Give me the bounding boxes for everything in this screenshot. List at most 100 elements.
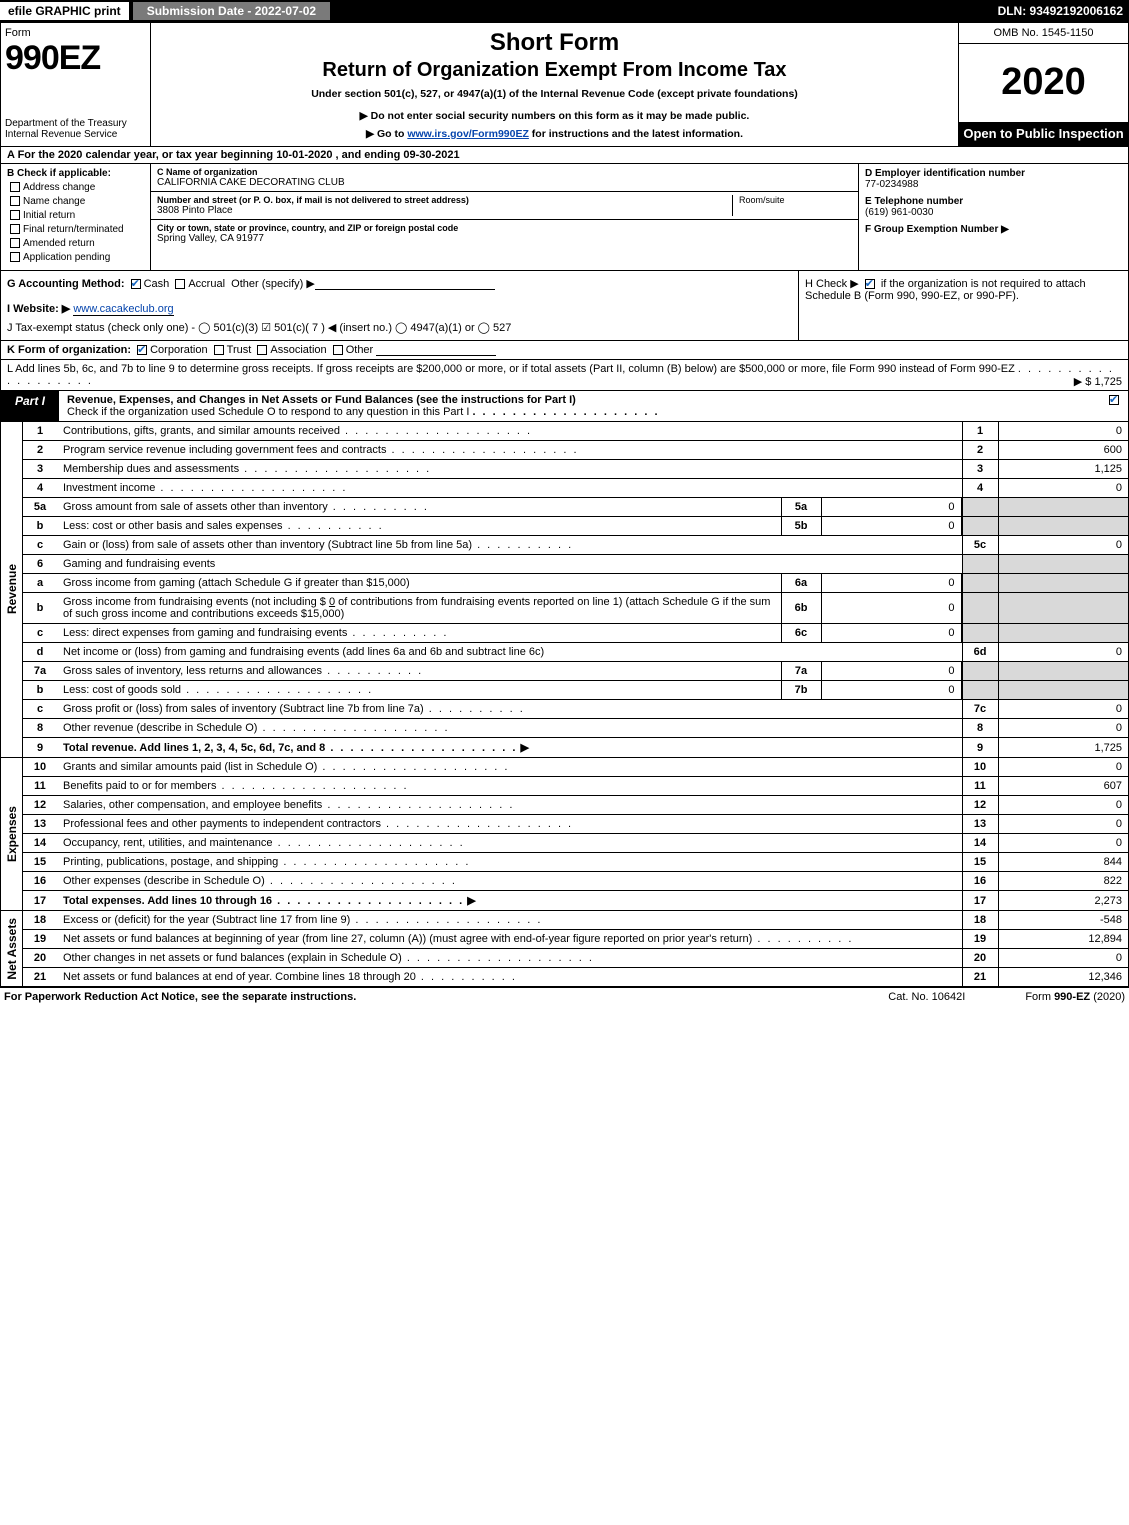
return-title: Return of Organization Exempt From Incom…	[161, 59, 948, 82]
dots-icon	[265, 875, 457, 887]
revenue-label: Revenue	[5, 564, 19, 614]
box-b: B Check if applicable: Address change Na…	[1, 164, 151, 270]
form-label: Form	[5, 27, 146, 39]
irs-label: Internal Revenue Service	[5, 129, 146, 140]
form-number: 990EZ	[5, 39, 146, 78]
line-desc: Contributions, gifts, grants, and simila…	[63, 425, 340, 437]
checkbox-icon[interactable]	[10, 210, 20, 220]
ein-label: D Employer identification number	[865, 168, 1122, 179]
part-i-endcheck	[1100, 391, 1128, 421]
table-row: 2Program service revenue including gover…	[23, 441, 1128, 460]
line-desc: Gross profit or (loss) from sales of inv…	[63, 703, 424, 715]
g-cash: Cash	[144, 278, 170, 290]
table-row: 17Total expenses. Add lines 10 through 1…	[23, 891, 1128, 911]
checkbox-icon[interactable]	[10, 224, 20, 234]
box-b-heading: B Check if applicable:	[7, 168, 144, 179]
goto-instructions: ▶ Go to www.irs.gov/Form990EZ for instru…	[161, 128, 948, 140]
line-desc: Investment income	[63, 482, 155, 494]
checkbox-icon[interactable]	[10, 196, 20, 206]
footer-right-post: (2020)	[1090, 991, 1125, 1003]
table-row: 6Gaming and fundraising events	[23, 555, 1128, 574]
revenue-vertical-label: Revenue	[1, 422, 23, 757]
row-k: K Form of organization: Corporation Trus…	[0, 341, 1129, 360]
dots-icon	[752, 933, 853, 945]
line-desc: Benefits paid to or for members	[63, 780, 216, 792]
header-right: OMB No. 1545-1150 2020 Open to Public In…	[958, 23, 1128, 146]
org-city-label: City or town, state or province, country…	[157, 223, 852, 233]
k-corporation: Corporation	[150, 344, 207, 356]
checkbox-icon[interactable]	[333, 345, 343, 355]
table-row: 13Professional fees and other payments t…	[23, 815, 1128, 834]
table-row: 15Printing, publications, postage, and s…	[23, 853, 1128, 872]
g-other-input[interactable]	[315, 278, 495, 290]
dots-icon	[350, 914, 542, 926]
table-row: b Gross income from fundraising events (…	[23, 593, 1128, 624]
row-g: G Accounting Method: Cash Accrual Other …	[1, 271, 798, 340]
chk-label: Address change	[23, 182, 95, 193]
table-row: 11Benefits paid to or for members11607	[23, 777, 1128, 796]
checkbox-icon[interactable]	[257, 345, 267, 355]
table-row: b Less: cost or other basis and sales ex…	[23, 517, 1128, 536]
dots-icon	[340, 425, 532, 437]
org-name-cell: C Name of organization CALIFORNIA CAKE D…	[151, 164, 858, 192]
expenses-vertical-label: Expenses	[1, 758, 23, 910]
table-row: 7a Gross sales of inventory, less return…	[23, 662, 1128, 681]
note2-pre: ▶ Go to	[366, 128, 407, 140]
dots-icon	[325, 742, 517, 754]
k-other-input[interactable]	[376, 344, 496, 356]
dots-icon	[322, 799, 514, 811]
checkbox-icon[interactable]	[175, 279, 185, 289]
boxes-def: D Employer identification number 77-0234…	[858, 164, 1128, 270]
netassets-label: Net Assets	[5, 918, 19, 980]
header-grid: Form 990EZ Department of the Treasury In…	[0, 22, 1129, 147]
line-desc: Less: cost or other basis and sales expe…	[63, 520, 283, 532]
row-h: H Check ▶ if the organization is not req…	[798, 271, 1128, 340]
chk-amended-return: Amended return	[7, 238, 144, 249]
tax-year: 2020	[959, 44, 1128, 122]
box-e: E Telephone number (619) 961-0030	[865, 196, 1122, 218]
checkbox-icon[interactable]	[214, 345, 224, 355]
checkbox-icon[interactable]	[1109, 395, 1119, 405]
website-link[interactable]: www.cacakeclub.org	[73, 303, 173, 316]
header-left: Form 990EZ Department of the Treasury In…	[1, 23, 151, 146]
line-desc: Occupancy, rent, utilities, and maintena…	[63, 837, 273, 849]
k-other: Other	[346, 344, 374, 356]
open-to-public: Open to Public Inspection	[959, 122, 1128, 146]
expenses-label: Expenses	[5, 806, 19, 862]
part-i-header: Part I Revenue, Expenses, and Changes in…	[0, 391, 1129, 422]
arrow-icon: ▶	[467, 895, 475, 907]
dots-icon	[239, 463, 431, 475]
revenue-table: 1Contributions, gifts, grants, and simil…	[23, 422, 1128, 757]
line-desc: Grants and similar amounts paid (list in…	[63, 761, 317, 773]
checkbox-icon[interactable]	[10, 238, 20, 248]
efile-label: efile GRAPHIC print	[0, 2, 129, 20]
part-i-desc: Revenue, Expenses, and Changes in Net As…	[59, 391, 1100, 421]
g-accrual: Accrual	[188, 278, 225, 290]
netassets-vertical-label: Net Assets	[1, 911, 23, 986]
revenue-section: Revenue 1Contributions, gifts, grants, a…	[0, 422, 1129, 758]
ssn-warning: ▶ Do not enter social security numbers o…	[161, 110, 948, 122]
line-desc: Other expenses (describe in Schedule O)	[63, 875, 265, 887]
return-subtitle: Under section 501(c), 527, or 4947(a)(1)…	[161, 88, 948, 100]
netassets-section: Net Assets 18Excess or (deficit) for the…	[0, 911, 1129, 987]
note2-post: for instructions and the latest informat…	[529, 128, 743, 140]
dots-icon	[181, 684, 373, 696]
checkbox-icon[interactable]	[10, 252, 20, 262]
table-row: 9Total revenue. Add lines 1, 2, 3, 4, 5c…	[23, 738, 1128, 758]
checkbox-icon[interactable]	[137, 345, 147, 355]
checkbox-icon[interactable]	[131, 279, 141, 289]
dots-icon	[155, 482, 347, 494]
chk-application-pending: Application pending	[7, 252, 144, 263]
i-label: I Website: ▶	[7, 303, 70, 315]
line-desc: Membership dues and assessments	[63, 463, 239, 475]
section-g-h: G Accounting Method: Cash Accrual Other …	[0, 271, 1129, 341]
irs-link[interactable]: www.irs.gov/Form990EZ	[407, 128, 529, 140]
checkbox-icon[interactable]	[865, 279, 875, 289]
checkbox-icon[interactable]	[10, 182, 20, 192]
short-form-title: Short Form	[161, 29, 948, 57]
line-desc: Other changes in net assets or fund bala…	[63, 952, 402, 964]
table-row: 12Salaries, other compensation, and empl…	[23, 796, 1128, 815]
chk-label: Amended return	[23, 238, 95, 249]
footer-left: For Paperwork Reduction Act Notice, see …	[4, 991, 828, 1003]
line-desc: Gross amount from sale of assets other t…	[63, 501, 328, 513]
